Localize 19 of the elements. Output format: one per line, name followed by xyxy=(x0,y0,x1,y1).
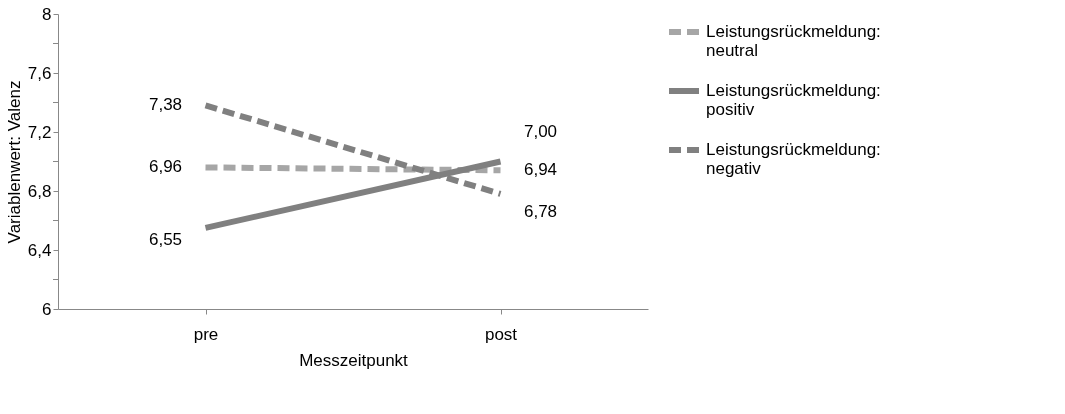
y-tick-label: 6,8 xyxy=(27,181,52,201)
y-tick-label: 6,4 xyxy=(27,240,52,260)
x-tick-label: post xyxy=(484,324,518,344)
data-label: 6,78 xyxy=(523,201,558,221)
y-tick-label: 7,2 xyxy=(27,122,52,142)
legend-label: Leistungsrückmeldung: neutral xyxy=(706,22,881,60)
data-label: 7,38 xyxy=(148,95,183,115)
y-axis-title: Variablenwert: Valenz xyxy=(4,80,24,244)
x-tick-label: pre xyxy=(193,324,219,344)
data-label: 6,96 xyxy=(148,157,183,177)
data-label: 6,94 xyxy=(523,160,558,180)
data-label: 7,00 xyxy=(523,121,558,141)
data-label: 6,55 xyxy=(148,229,183,249)
legend-label: Leistungsrückmeldung: positiv xyxy=(706,81,881,119)
x-axis-title: Messzeitpunkt xyxy=(299,350,409,370)
y-tick-label: 6 xyxy=(42,299,52,319)
legend-label: Leistungsrückmeldung: negativ xyxy=(706,140,881,178)
y-tick-label: 7,6 xyxy=(27,63,52,83)
y-tick-label: 8 xyxy=(42,4,52,24)
